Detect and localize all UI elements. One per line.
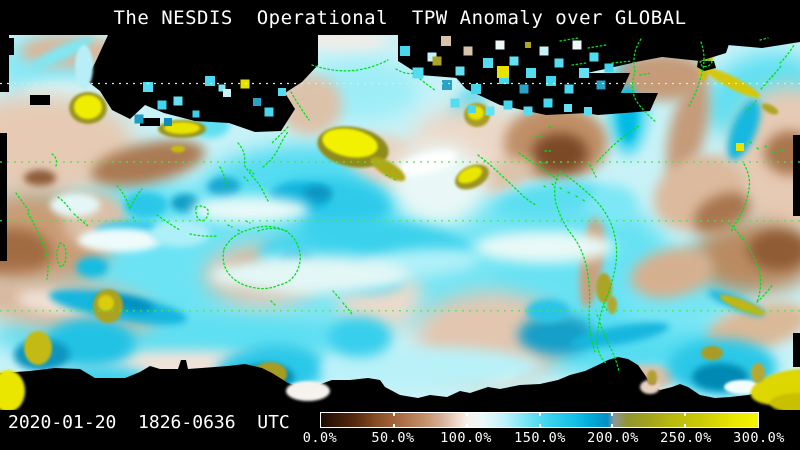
colorbar-label-200: 200.0% bbox=[587, 430, 639, 446]
colorbar-labels: 0.0% 50.0% 100.0% 150.0% 200.0% 250.0% 3… bbox=[0, 430, 800, 446]
colorbar-label-300: 300.0% bbox=[733, 430, 785, 446]
anomaly-map bbox=[0, 35, 800, 410]
colorbar-tick bbox=[465, 413, 468, 416]
map-layers bbox=[0, 35, 800, 410]
colorbar-label-50: 50.0% bbox=[371, 430, 415, 446]
page-title: The NESDIS Operational TPW Anomaly over … bbox=[113, 7, 687, 29]
colorbar-tick bbox=[392, 413, 395, 416]
map-area bbox=[0, 35, 800, 410]
colorbar-tick bbox=[684, 413, 687, 416]
colorbar bbox=[320, 412, 759, 428]
timestamp-label: 2020-01-20 1826-0636 UTC bbox=[8, 412, 290, 433]
colorbar-tick bbox=[611, 424, 614, 427]
colorbar-tick bbox=[538, 424, 541, 427]
colorbar-ticks bbox=[321, 413, 758, 427]
colorbar-gradient bbox=[321, 413, 758, 427]
colorbar-tick bbox=[392, 424, 395, 427]
colorbar-label-250: 250.0% bbox=[660, 430, 712, 446]
colorbar-tick bbox=[684, 424, 687, 427]
colorbar-label-100: 100.0% bbox=[440, 430, 492, 446]
colorbar-tick bbox=[465, 424, 468, 427]
colorbar-label-150: 150.0% bbox=[514, 430, 566, 446]
colorbar-label-0: 0.0% bbox=[302, 430, 338, 446]
colorbar-tick bbox=[611, 413, 614, 416]
colorbar-tick bbox=[538, 413, 541, 416]
